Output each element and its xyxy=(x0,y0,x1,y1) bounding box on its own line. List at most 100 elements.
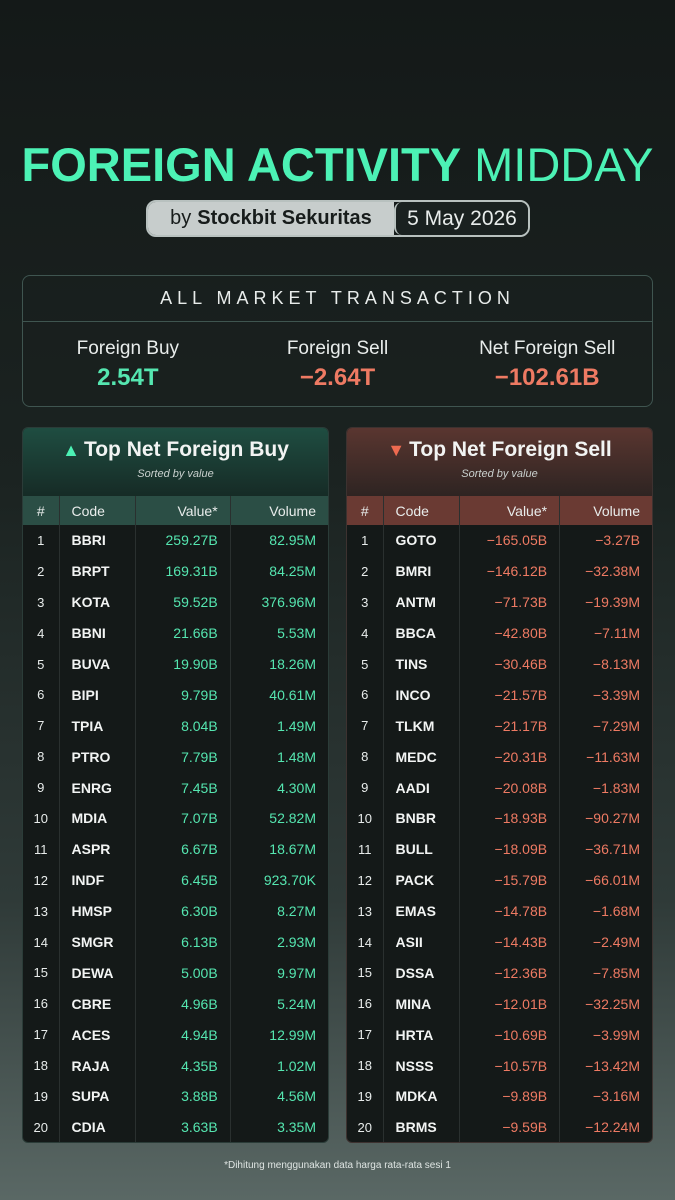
net-value: 4.96B xyxy=(135,988,231,1020)
table-row: 7 TPIA 8.04B 1.49M xyxy=(23,710,328,742)
stock-code: BIPI xyxy=(59,679,136,711)
stock-code: MEDC xyxy=(383,741,460,773)
stock-code: MINA xyxy=(383,988,460,1020)
footnote: *Dihitung menggunakan data harga rata-ra… xyxy=(224,1160,451,1171)
stat-foreign-buy: Foreign Buy 2.54T xyxy=(23,322,233,407)
market-summary-card: ALL MARKET TRANSACTION Foreign Buy 2.54T… xyxy=(22,275,653,407)
row-rank: 4 xyxy=(23,617,60,649)
net-value: −42.80B xyxy=(459,617,561,649)
net-value: −10.57B xyxy=(459,1050,561,1082)
table-header-row: # Code Value* Volume xyxy=(23,496,328,525)
stat-label: Foreign Sell xyxy=(286,338,389,359)
row-rank: 3 xyxy=(23,586,60,618)
triangle-up-icon: ▲ xyxy=(62,440,80,460)
table-row: 19 MDKA −9.89B −3.16M xyxy=(347,1081,652,1112)
row-rank: 15 xyxy=(347,957,384,989)
stock-code: AADI xyxy=(383,772,460,804)
net-volume: 2.93M xyxy=(277,934,316,951)
table-row: 15 DSSA −12.36B −7.85M xyxy=(347,957,652,989)
stat-label: Foreign Buy xyxy=(76,338,180,359)
table-row: 18 NSSS −10.57B −13.42M xyxy=(347,1050,652,1082)
table-row: 2 BRPT 169.31B 84.25M xyxy=(23,555,328,587)
net-value: −12.36B xyxy=(459,957,561,989)
row-rank: 11 xyxy=(23,833,60,865)
table-row: 1 GOTO −165.05B −3.27B xyxy=(347,525,652,556)
table-row: 6 BIPI 9.79B 40.61M xyxy=(23,679,328,711)
triangle-down-icon: ▼ xyxy=(387,440,406,460)
stock-code: SMGR xyxy=(59,926,136,958)
net-value: −12.01B xyxy=(459,988,561,1020)
net-value: 259.27B xyxy=(135,525,231,556)
net-volume: −19.39M xyxy=(585,594,640,611)
stock-code: ANTM xyxy=(383,586,460,618)
net-volume: 3.35M xyxy=(277,1119,316,1136)
stat-net-foreign-sell: Net Foreign Sell −102.61B xyxy=(442,322,652,407)
byline-brand: by Stockbit Sekuritas xyxy=(148,202,394,235)
net-volume: 923.70K xyxy=(263,872,316,889)
net-value: −21.17B xyxy=(459,710,561,742)
table-row: 1 BBRI 259.27B 82.95M xyxy=(23,525,328,556)
stat-value: 2.54T xyxy=(97,364,159,391)
stock-code: BMRI xyxy=(383,555,460,587)
net-volume: 1.02M xyxy=(277,1057,316,1074)
row-rank: 6 xyxy=(23,679,60,711)
sell-rows: 1 GOTO −165.05B −3.27B 2 BMRI −146.12B −32.38M 3… xyxy=(347,525,652,1142)
net-volume: 8.27M xyxy=(277,903,316,920)
stock-code: BBNI xyxy=(59,617,136,649)
net-volume: −3.99M xyxy=(592,1026,640,1043)
report-date: 5 May 2026 xyxy=(394,202,528,235)
col-volume: Volume xyxy=(593,502,640,519)
top-net-foreign-buy-panel: ▲ Top Net Foreign Buy Sorted by value # C… xyxy=(22,427,329,1143)
table-row: 6 INCO −21.57B −3.39M xyxy=(347,679,652,711)
net-value: 7.79B xyxy=(135,741,231,773)
stock-code: INCO xyxy=(383,679,460,711)
net-volume: 9.97M xyxy=(277,964,316,981)
stock-code: BBCA xyxy=(383,617,460,649)
stat-value: −102.61B xyxy=(494,364,600,391)
table-header-row: # Code Value* Volume xyxy=(347,496,652,525)
stock-code: ASII xyxy=(383,926,460,958)
row-rank: 17 xyxy=(347,1019,384,1051)
net-value: −15.79B xyxy=(459,864,561,896)
net-value: 6.67B xyxy=(135,833,231,865)
table-row: 2 BMRI −146.12B −32.38M xyxy=(347,555,652,587)
net-volume: 1.48M xyxy=(277,748,316,765)
table-row: 3 KOTA 59.52B 376.96M xyxy=(23,586,328,618)
stock-code: BUVA xyxy=(59,648,136,680)
net-value: −71.73B xyxy=(459,586,561,618)
stock-code: PACK xyxy=(383,864,460,896)
net-value: 6.30B xyxy=(135,895,231,927)
table-row: 10 BNBR −18.93B −90.27M xyxy=(347,803,652,834)
stock-code: BBRI xyxy=(59,525,136,556)
row-rank: 13 xyxy=(347,895,384,927)
net-volume: 376.96M xyxy=(261,594,316,611)
stock-code: RAJA xyxy=(59,1050,136,1082)
net-value: 3.88B xyxy=(135,1081,231,1112)
table-row: 20 CDIA 3.63B 3.35M xyxy=(23,1111,328,1142)
table-row: 11 ASPR 6.67B 18.67M xyxy=(23,833,328,865)
stock-code: ENRG xyxy=(59,772,136,804)
row-rank: 7 xyxy=(23,710,60,742)
net-value: −9.59B xyxy=(459,1111,561,1142)
stock-code: CBRE xyxy=(59,988,136,1020)
stock-code: HRTA xyxy=(383,1019,460,1051)
table-row: 8 MEDC −20.31B −11.63M xyxy=(347,741,652,773)
net-volume: −13.42M xyxy=(585,1057,640,1074)
net-value: 19.90B xyxy=(135,648,231,680)
panel-title: Top Net Foreign Buy xyxy=(83,438,289,461)
table-row: 3 ANTM −71.73B −19.39M xyxy=(347,586,652,618)
buy-table: # Code Value* Volume 1 BBRI 259.27B 82.95M 2… xyxy=(23,496,328,1142)
panel-subtitle: Sorted by value xyxy=(137,468,214,480)
row-rank: 17 xyxy=(23,1019,60,1051)
net-volume: −32.38M xyxy=(585,563,640,580)
net-value: −21.57B xyxy=(459,679,561,711)
row-rank: 13 xyxy=(23,895,60,927)
summary-heading: ALL MARKET TRANSACTION xyxy=(23,276,652,322)
row-rank: 8 xyxy=(347,741,384,773)
row-rank: 10 xyxy=(347,803,384,834)
net-value: −18.93B xyxy=(459,803,561,834)
row-rank: 6 xyxy=(347,679,384,711)
stat-value: −2.64T xyxy=(299,364,376,391)
net-volume: −8.13M xyxy=(592,656,640,672)
table-row: 7 TLKM −21.17B −7.29M xyxy=(347,710,652,742)
